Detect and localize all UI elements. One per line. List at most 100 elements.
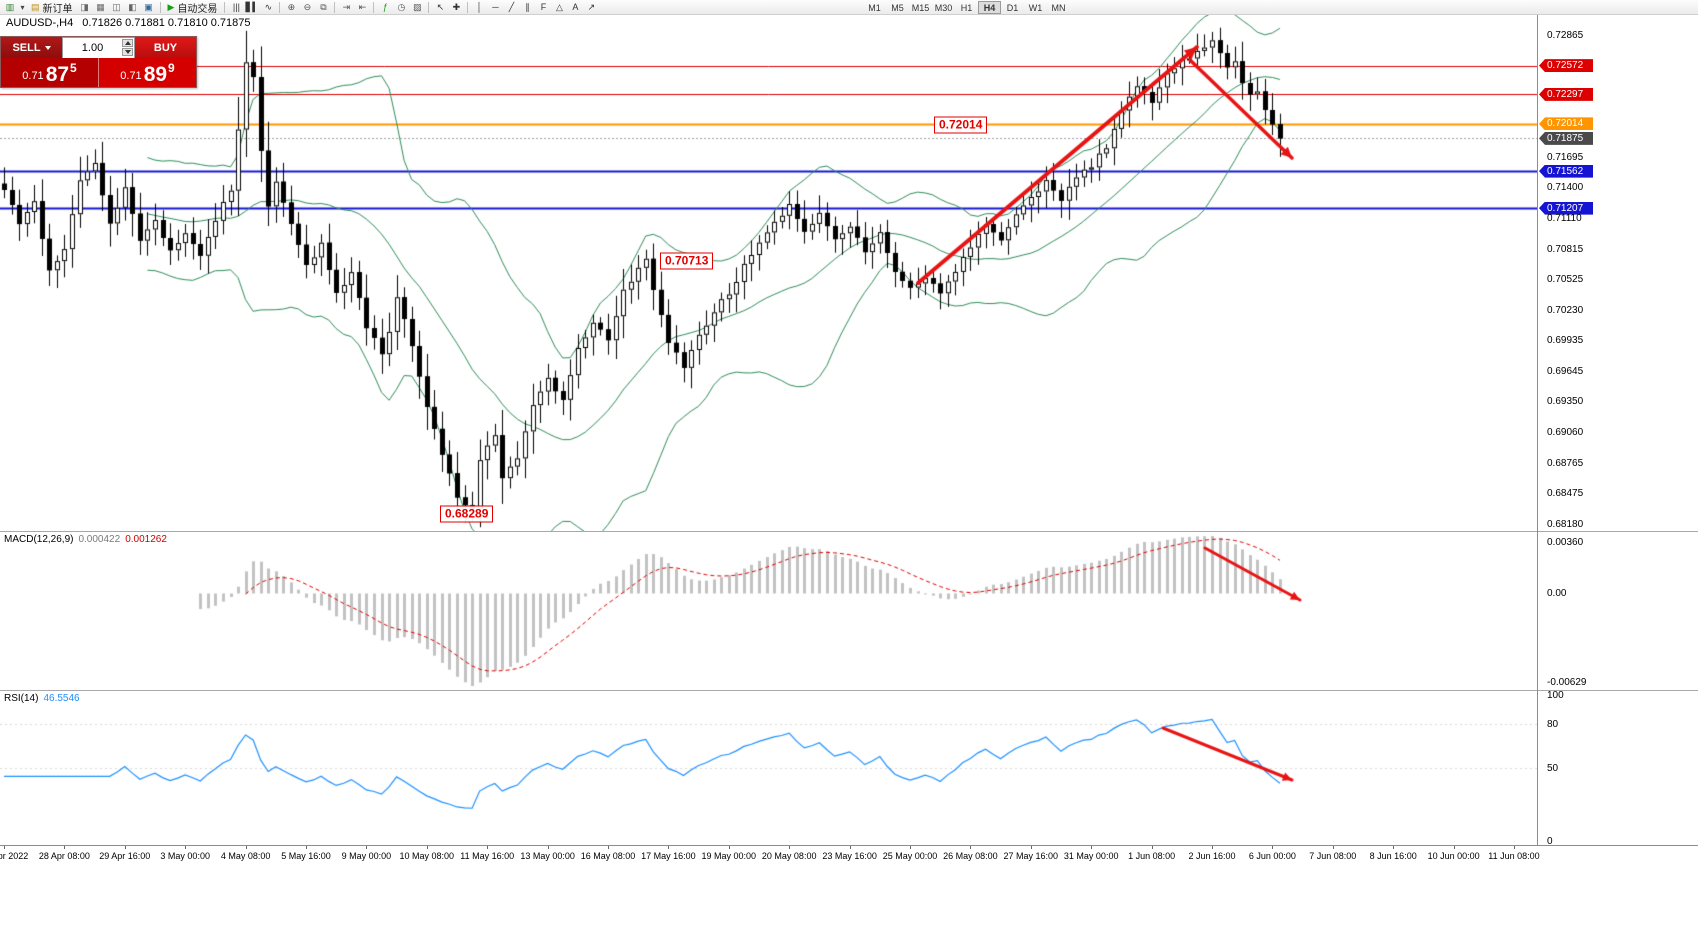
- time-axis[interactable]: 27 Apr 2022 28 Apr 08:00 29 Apr 16:00 3 May…: [0, 845, 1698, 869]
- crosshair-icon[interactable]: ✚: [448, 1, 464, 14]
- trendline-icon[interactable]: ╱: [503, 1, 519, 14]
- buy-price-prefix: 0.71: [120, 70, 142, 82]
- macd-canvas[interactable]: [0, 532, 1537, 690]
- profiles-icon[interactable]: ◨: [77, 1, 93, 14]
- timeframe-h4-button[interactable]: H4: [978, 1, 1001, 14]
- candles-chart-icon[interactable]: ▋▍: [244, 1, 260, 14]
- price-axis-label: 0.68180: [1547, 518, 1584, 530]
- timeframe-m1-button[interactable]: M1: [868, 3, 881, 13]
- chart-shift-icon[interactable]: ⇤: [354, 1, 370, 14]
- cursor-icon[interactable]: ↖: [432, 1, 448, 14]
- navigator-icon[interactable]: ◧: [125, 1, 141, 14]
- time-axis-label: 20 May 08:00: [761, 851, 817, 861]
- fibonacci-icon[interactable]: F: [535, 1, 551, 14]
- time-axis-label: 10 Jun 00:00: [1427, 851, 1480, 861]
- toolbar-left-group: ▥ ▾ ▤ 新订单 ◨ ▦ ◫ ◧ ▣ ▶ 自动交易 ||| ▋▍ ∿ ⊕ ⊖ ⧉ ⇥ ⇤ ƒ ◷ ▨ ↖ ✚ │ ─ ╱ ∥ F △ A ↗: [0, 0, 1698, 15]
- terminal-icon: ▣: [144, 1, 153, 12]
- equidistant-channel-icon: ∥: [525, 1, 530, 12]
- sell-button-label: SELL: [12, 41, 41, 54]
- indicators-icon[interactable]: ƒ: [377, 1, 393, 14]
- timeframe-w1-button[interactable]: W1: [1028, 3, 1043, 13]
- timeframe-m15-button[interactable]: M15: [911, 3, 930, 13]
- time-axis-label: 16 May 08:00: [580, 851, 636, 861]
- price-axis[interactable]: 0.72865 0.72572 0.72297 0.72014 0.71875 0.716…: [1538, 0, 1698, 934]
- time-axis-label: 7 Jun 08:00: [1309, 851, 1357, 861]
- horizontal-line-icon: ─: [492, 1, 499, 12]
- rsi-axis-label: 50: [1547, 762, 1559, 774]
- bars-chart-icon[interactable]: |||: [228, 1, 244, 14]
- fibonacci-icon: F: [540, 1, 547, 12]
- timeframe-m30-button[interactable]: M30: [934, 3, 953, 13]
- market-watch-icon[interactable]: ▦: [93, 1, 109, 14]
- pane-separator[interactable]: [0, 531, 1698, 532]
- line-chart-icon[interactable]: ∿: [260, 1, 276, 14]
- sell-menu-caret-icon[interactable]: [44, 45, 51, 50]
- zoom-in-icon[interactable]: ⊕: [283, 1, 299, 14]
- buy-button[interactable]: BUY: [135, 37, 196, 58]
- templates-icon[interactable]: ▨: [409, 1, 425, 14]
- timeframe-mn-button[interactable]: MN: [1051, 3, 1066, 13]
- buy-price[interactable]: 0.71 89 9: [99, 58, 196, 87]
- time-tick: [1091, 846, 1092, 849]
- volume-decrease-button[interactable]: [122, 48, 133, 56]
- time-axis-label: 25 May 00:00: [882, 851, 938, 861]
- text-label-icon: A: [572, 1, 579, 12]
- sell-button[interactable]: SELL: [1, 37, 62, 58]
- rsi-name: RSI(14): [4, 693, 39, 704]
- volume-increase-button[interactable]: [122, 39, 133, 47]
- autotrading-icon: ▶: [167, 1, 175, 12]
- price-axis-label: 0.69645: [1547, 365, 1584, 377]
- pane-separator[interactable]: [0, 690, 1698, 691]
- sell-price[interactable]: 0.71 87 5: [1, 58, 99, 87]
- rsi-canvas[interactable]: [0, 691, 1537, 845]
- time-tick: [64, 846, 65, 849]
- time-axis-label: 1 Jun 08:00: [1128, 851, 1176, 861]
- timeframe-d1-button[interactable]: D1: [1006, 3, 1019, 13]
- equidistant-channel-icon[interactable]: ∥: [519, 1, 535, 14]
- time-axis-label: 9 May 00:00: [341, 851, 392, 861]
- crosshair-icon: ✚: [452, 1, 461, 12]
- toolbar-separator: [467, 1, 469, 13]
- arrows-tool-icon[interactable]: ↗: [583, 1, 599, 14]
- autotrading-button[interactable]: ▶ 自动交易: [164, 1, 222, 15]
- level-price-badge[interactable]: 0.71562: [1539, 164, 1593, 178]
- time-tick: [125, 846, 126, 849]
- time-tick: [1272, 846, 1273, 849]
- macd-axis-label: 0.00: [1547, 587, 1567, 599]
- cursor-icon: ↖: [436, 1, 445, 12]
- time-axis-label: 17 May 16:00: [641, 851, 696, 861]
- level-price-badge[interactable]: 0.72572: [1539, 59, 1593, 73]
- macd-signal-value: 0.001262: [125, 534, 167, 545]
- new-order-button[interactable]: ▤ 新订单: [27, 1, 77, 15]
- vertical-line-icon[interactable]: │: [471, 1, 487, 14]
- shapes-icon[interactable]: △: [551, 1, 567, 14]
- tile-windows-icon[interactable]: ⧉: [315, 1, 331, 14]
- level-price-badge[interactable]: 0.72297: [1539, 87, 1593, 101]
- level-price-badge[interactable]: 0.72014: [1539, 117, 1593, 131]
- current-price-badge[interactable]: 0.71875: [1539, 131, 1593, 145]
- data-window-icon[interactable]: ◫: [109, 1, 125, 14]
- macd-axis-label: -0.00629: [1547, 677, 1587, 689]
- timeframe-m5-button[interactable]: M5: [891, 3, 904, 13]
- auto-scroll-icon[interactable]: ⇥: [338, 1, 354, 14]
- auto-scroll-icon: ⇥: [342, 1, 351, 12]
- main-chart-canvas[interactable]: [0, 15, 1537, 531]
- text-label-icon[interactable]: A: [567, 1, 583, 14]
- volume-input[interactable]: [63, 38, 134, 58]
- periods-icon[interactable]: ◷: [393, 1, 409, 14]
- time-tick: [487, 846, 488, 849]
- vertical-line-icon: │: [476, 1, 483, 12]
- horizontal-line-icon[interactable]: ─: [487, 1, 503, 14]
- level-price-badge[interactable]: 0.71207: [1539, 201, 1593, 215]
- zoom-out-icon[interactable]: ⊖: [299, 1, 315, 14]
- timeframe-h1-button[interactable]: H1: [960, 3, 973, 13]
- volume-spinner: [122, 39, 133, 56]
- time-axis-label: 28 Apr 08:00: [38, 851, 90, 861]
- time-tick: [850, 846, 851, 849]
- toolbar-separator: [334, 1, 336, 13]
- buy-button-label: BUY: [153, 41, 178, 54]
- new-chart-menu-caret-icon[interactable]: ▾: [20, 2, 25, 12]
- main-toolbar: ▥ ▾ ▤ 新订单 ◨ ▦ ◫ ◧ ▣ ▶ 自动交易 ||| ▋▍ ∿ ⊕ ⊖ ⧉ ⇥ ⇤ ƒ ◷ ▨ ↖ ✚ │ ─ ╱ ∥ F △ A ↗…: [0, 0, 1698, 15]
- new-chart-icon[interactable]: ▥: [2, 1, 18, 14]
- terminal-icon[interactable]: ▣: [141, 1, 157, 14]
